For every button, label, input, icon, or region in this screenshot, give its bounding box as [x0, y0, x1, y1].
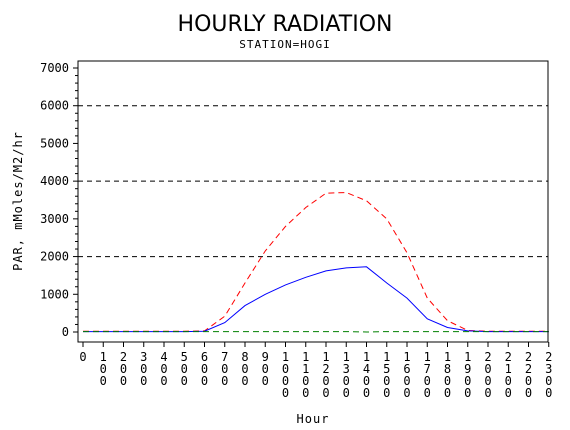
- y-tick-label: 2000: [40, 250, 69, 264]
- x-axis-label: Hour: [297, 412, 330, 426]
- chart-subtitle: STATION=HOGI: [239, 38, 330, 51]
- y-tick-label: 0: [62, 325, 69, 339]
- y-axis: 0 1000 2000 3000 4000 5000 6000 7000: [40, 61, 78, 339]
- x-axis: 0 1 0 0 2 0 0 3 0 0 4 0 0 5 0 0 6 0 0 7 0 0 8 0 0 9 0 0 1 0 0 0 1 1 0 0 1 2 0 0…: [79, 342, 552, 400]
- y-tick-label: 7000: [40, 61, 69, 75]
- plot-frame: [77, 60, 549, 343]
- y-tick-label: 1000: [40, 287, 69, 301]
- y-tick-label: 5000: [40, 136, 69, 150]
- series-line-1: [83, 191, 549, 332]
- y-tick-label: 3000: [40, 212, 69, 226]
- chart-title: HOURLY RADIATION: [178, 12, 393, 37]
- y-tick-label: 6000: [40, 99, 69, 113]
- x-tick-label: 0: [79, 350, 86, 364]
- series-group: [83, 191, 549, 333]
- y-axis-label: PAR, mMoles/M2/hr: [11, 131, 25, 271]
- reference-lines: [78, 105, 548, 258]
- series-line-2: [83, 266, 549, 333]
- y-tick-label: 4000: [40, 174, 69, 188]
